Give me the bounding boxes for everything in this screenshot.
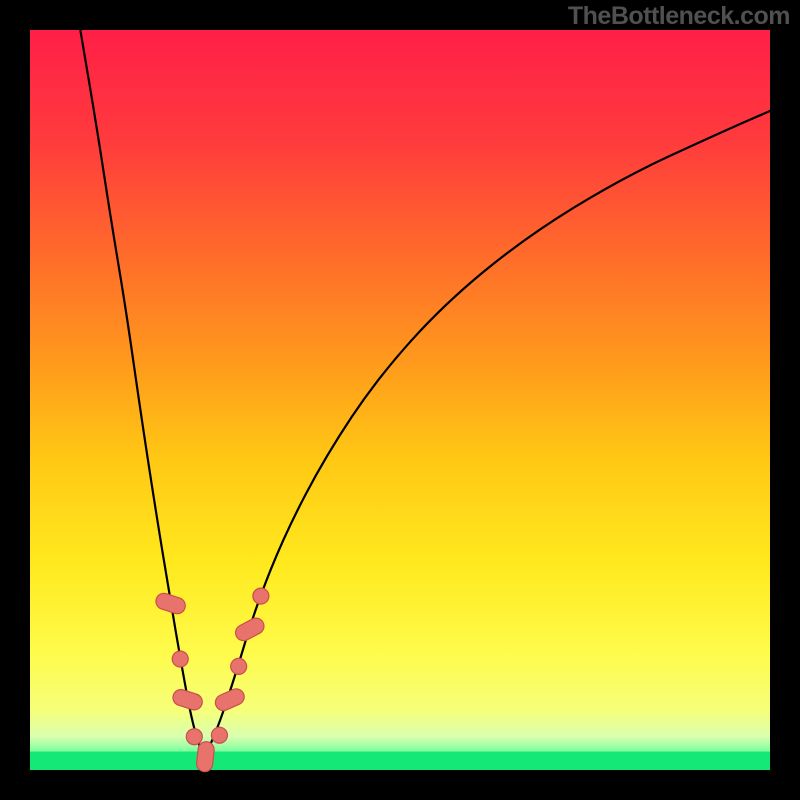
watermark-text: TheBottleneck.com [568, 2, 790, 31]
chart-container: TheBottleneck.com [0, 0, 800, 800]
marker-9 [253, 588, 269, 604]
marker-4 [196, 741, 215, 773]
marker-7 [231, 658, 247, 674]
optimal-band [30, 752, 770, 771]
plot-background [30, 30, 770, 770]
bottleneck-curve-chart [0, 0, 800, 800]
